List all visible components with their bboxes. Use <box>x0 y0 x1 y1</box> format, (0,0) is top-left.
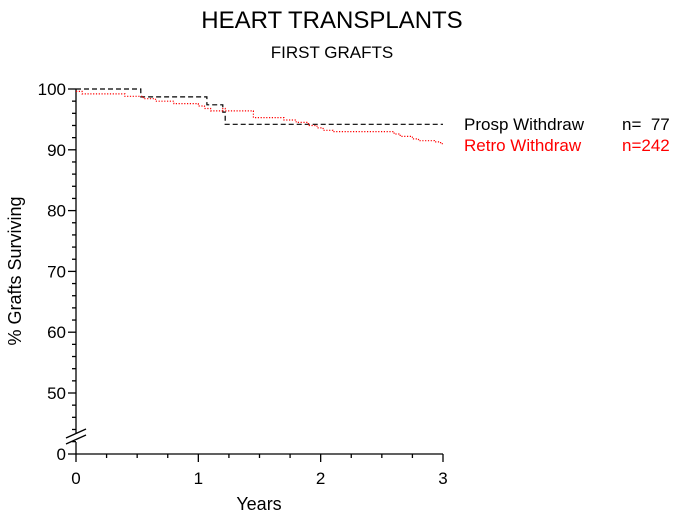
legend: Prosp Withdraw n= 77 Retro Withdraw n=242 <box>464 115 670 155</box>
legend-n-prosp-withdraw: n= 77 <box>622 115 670 134</box>
chart-title: HEART TRANSPLANTS <box>201 7 462 34</box>
y-tick-label: 0 <box>57 445 66 464</box>
chart-subtitle: FIRST GRAFTS <box>271 43 393 62</box>
series-line-retro-withdraw <box>76 90 443 145</box>
y-tick-label: 90 <box>47 141 66 160</box>
x-tick-label: 2 <box>316 469 325 488</box>
y-tick-label: 80 <box>47 202 66 221</box>
series-layer <box>76 88 443 145</box>
axes: 0 50 60 70 80 90 100 0 1 2 3 <box>38 80 448 488</box>
axis-break-mark <box>65 428 87 439</box>
legend-entry-retro-withdraw: Retro Withdraw <box>464 136 582 155</box>
series-line-prosp-withdraw <box>76 88 443 125</box>
y-axis-label: % Grafts Surviving <box>5 196 25 345</box>
y-tick-label: 60 <box>47 323 66 342</box>
legend-entry-prosp-withdraw: Prosp Withdraw <box>464 115 585 134</box>
x-tick-label: 3 <box>438 469 447 488</box>
y-tick-label: 50 <box>47 384 66 403</box>
x-tick-label: 1 <box>194 469 203 488</box>
y-tick-label: 70 <box>47 262 66 281</box>
y-tick-label: 100 <box>38 80 66 99</box>
legend-n-retro-withdraw: n=242 <box>622 136 670 155</box>
x-axis-label: Years <box>236 494 281 514</box>
x-tick-label: 0 <box>71 469 80 488</box>
axis-break-mark <box>65 434 87 445</box>
